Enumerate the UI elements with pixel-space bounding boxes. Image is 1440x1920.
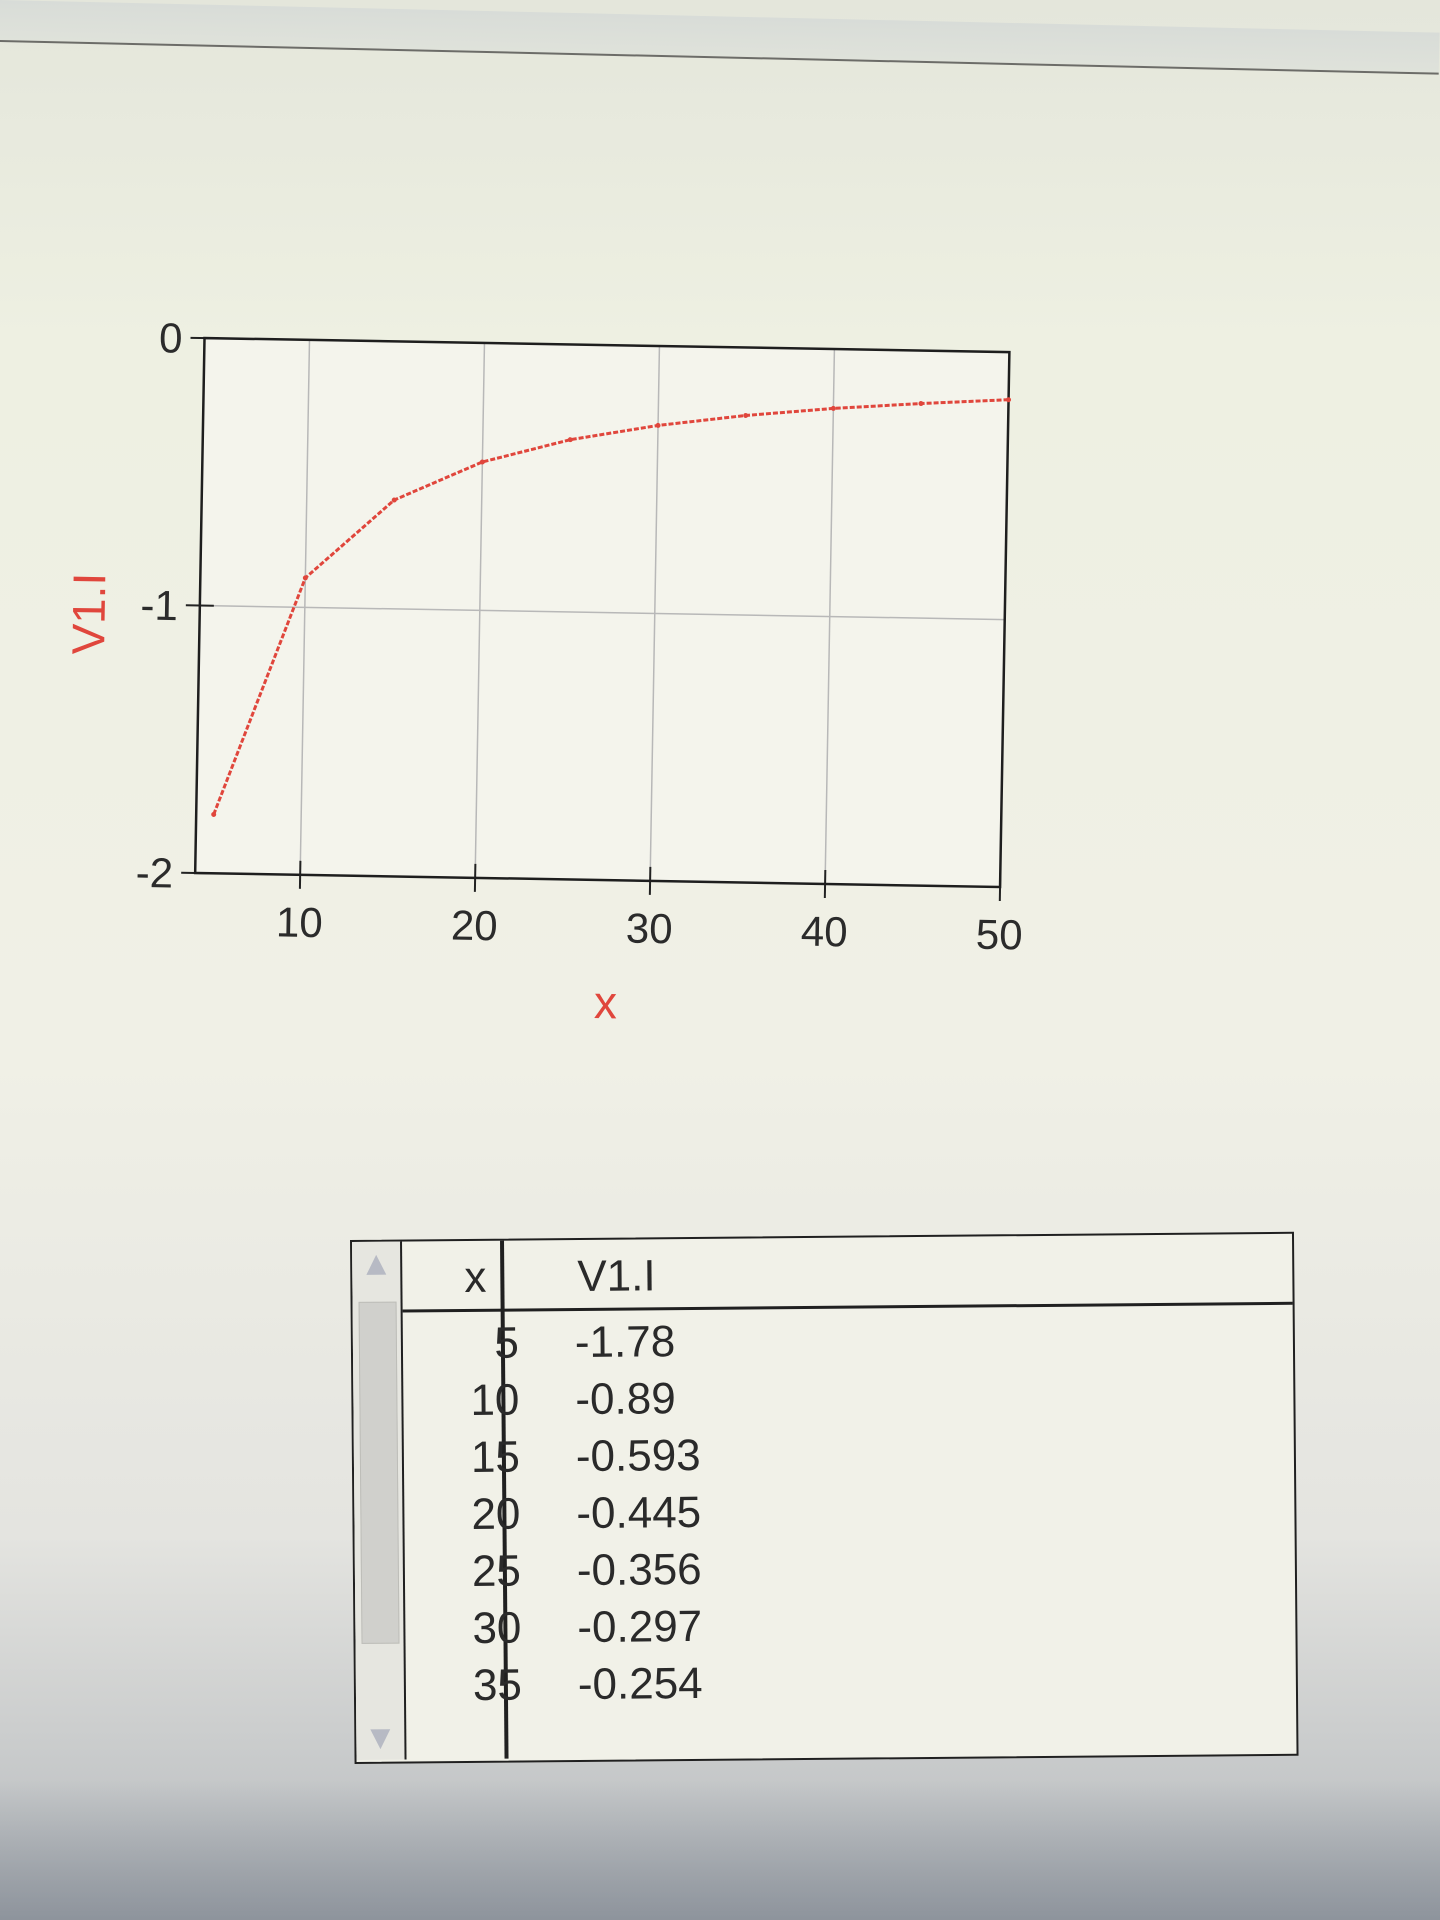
x-tick-label: 10 bbox=[276, 898, 324, 946]
data-point bbox=[918, 401, 924, 407]
table-row[interactable]: 30 -0.297 bbox=[405, 1591, 1295, 1656]
plot-frame bbox=[193, 336, 1011, 889]
table-row[interactable]: 20 -0.445 bbox=[404, 1477, 1294, 1542]
data-point bbox=[1006, 397, 1012, 403]
data-point bbox=[830, 405, 836, 411]
cell-x: 5 bbox=[494, 1318, 520, 1368]
cell-v1i: -0.356 bbox=[576, 1544, 702, 1596]
data-point bbox=[743, 412, 749, 418]
data-point bbox=[567, 437, 573, 443]
column-header-x[interactable]: x bbox=[464, 1252, 487, 1303]
x-tick-label: 50 bbox=[975, 911, 1023, 959]
series-line bbox=[212, 398, 1009, 815]
x-tick-label: 30 bbox=[626, 905, 674, 953]
column-header-v1i[interactable]: V1.I bbox=[577, 1251, 656, 1302]
data-point bbox=[302, 575, 308, 581]
vertical-scrollbar[interactable]: ▲ ▼ bbox=[352, 1241, 407, 1760]
cell-x: 20 bbox=[471, 1489, 521, 1539]
data-point bbox=[655, 422, 661, 428]
cell-v1i: -0.89 bbox=[575, 1374, 676, 1425]
scroll-up-arrow-icon[interactable]: ▲ bbox=[359, 1244, 394, 1283]
cell-x: 35 bbox=[472, 1660, 523, 1710]
x-tick-label: 20 bbox=[451, 901, 499, 949]
grid-line-y bbox=[199, 604, 1005, 621]
table-row[interactable]: 5 -1.78 bbox=[403, 1306, 1293, 1371]
scrollbar-thumb[interactable] bbox=[358, 1301, 400, 1644]
table-header-row: x V1.I bbox=[402, 1233, 1293, 1313]
chart: 10 20 30 40 50 0 -1 -2 x V1.I bbox=[62, 314, 1023, 1028]
y-axis-title: V1.I bbox=[62, 572, 115, 655]
table-row[interactable]: 25 -0.356 bbox=[405, 1534, 1295, 1599]
cell-x: 25 bbox=[471, 1546, 522, 1596]
data-point bbox=[211, 811, 217, 817]
cell-v1i: -0.593 bbox=[575, 1430, 701, 1482]
cell-x: 10 bbox=[470, 1375, 520, 1425]
data-point bbox=[391, 497, 397, 503]
table-row[interactable]: 10 -0.89 bbox=[403, 1363, 1293, 1428]
cell-v1i: -0.445 bbox=[576, 1487, 702, 1539]
cell-v1i: -0.254 bbox=[577, 1658, 703, 1710]
scroll-down-arrow-icon[interactable]: ▼ bbox=[363, 1718, 398, 1757]
cell-v1i: -1.78 bbox=[574, 1317, 676, 1368]
table-row[interactable]: 35 -0.254 bbox=[406, 1648, 1296, 1713]
y-tick-label: 0 bbox=[159, 314, 183, 361]
x-axis-title: x bbox=[594, 976, 618, 1028]
table-body: 5 -1.78 10 -0.89 15 -0.593 20 -0.445 25 -0.35… bbox=[403, 1306, 1296, 1713]
cell-x: 30 bbox=[472, 1603, 522, 1653]
y-tick-label: -1 bbox=[140, 581, 178, 629]
monitor-bottom-shade bbox=[0, 1780, 1440, 1920]
table-row[interactable]: 15 -0.593 bbox=[404, 1420, 1294, 1485]
y-tick-label: -2 bbox=[135, 849, 173, 897]
cell-x: 15 bbox=[470, 1432, 521, 1482]
x-tick-label: 40 bbox=[800, 908, 848, 956]
cell-v1i: -0.297 bbox=[577, 1601, 703, 1653]
data-table-window: ▲ ▼ x V1.I 5 -1.78 10 -0.89 15 -0.593 20 -0.… bbox=[350, 1231, 1299, 1764]
data-point bbox=[479, 459, 485, 465]
